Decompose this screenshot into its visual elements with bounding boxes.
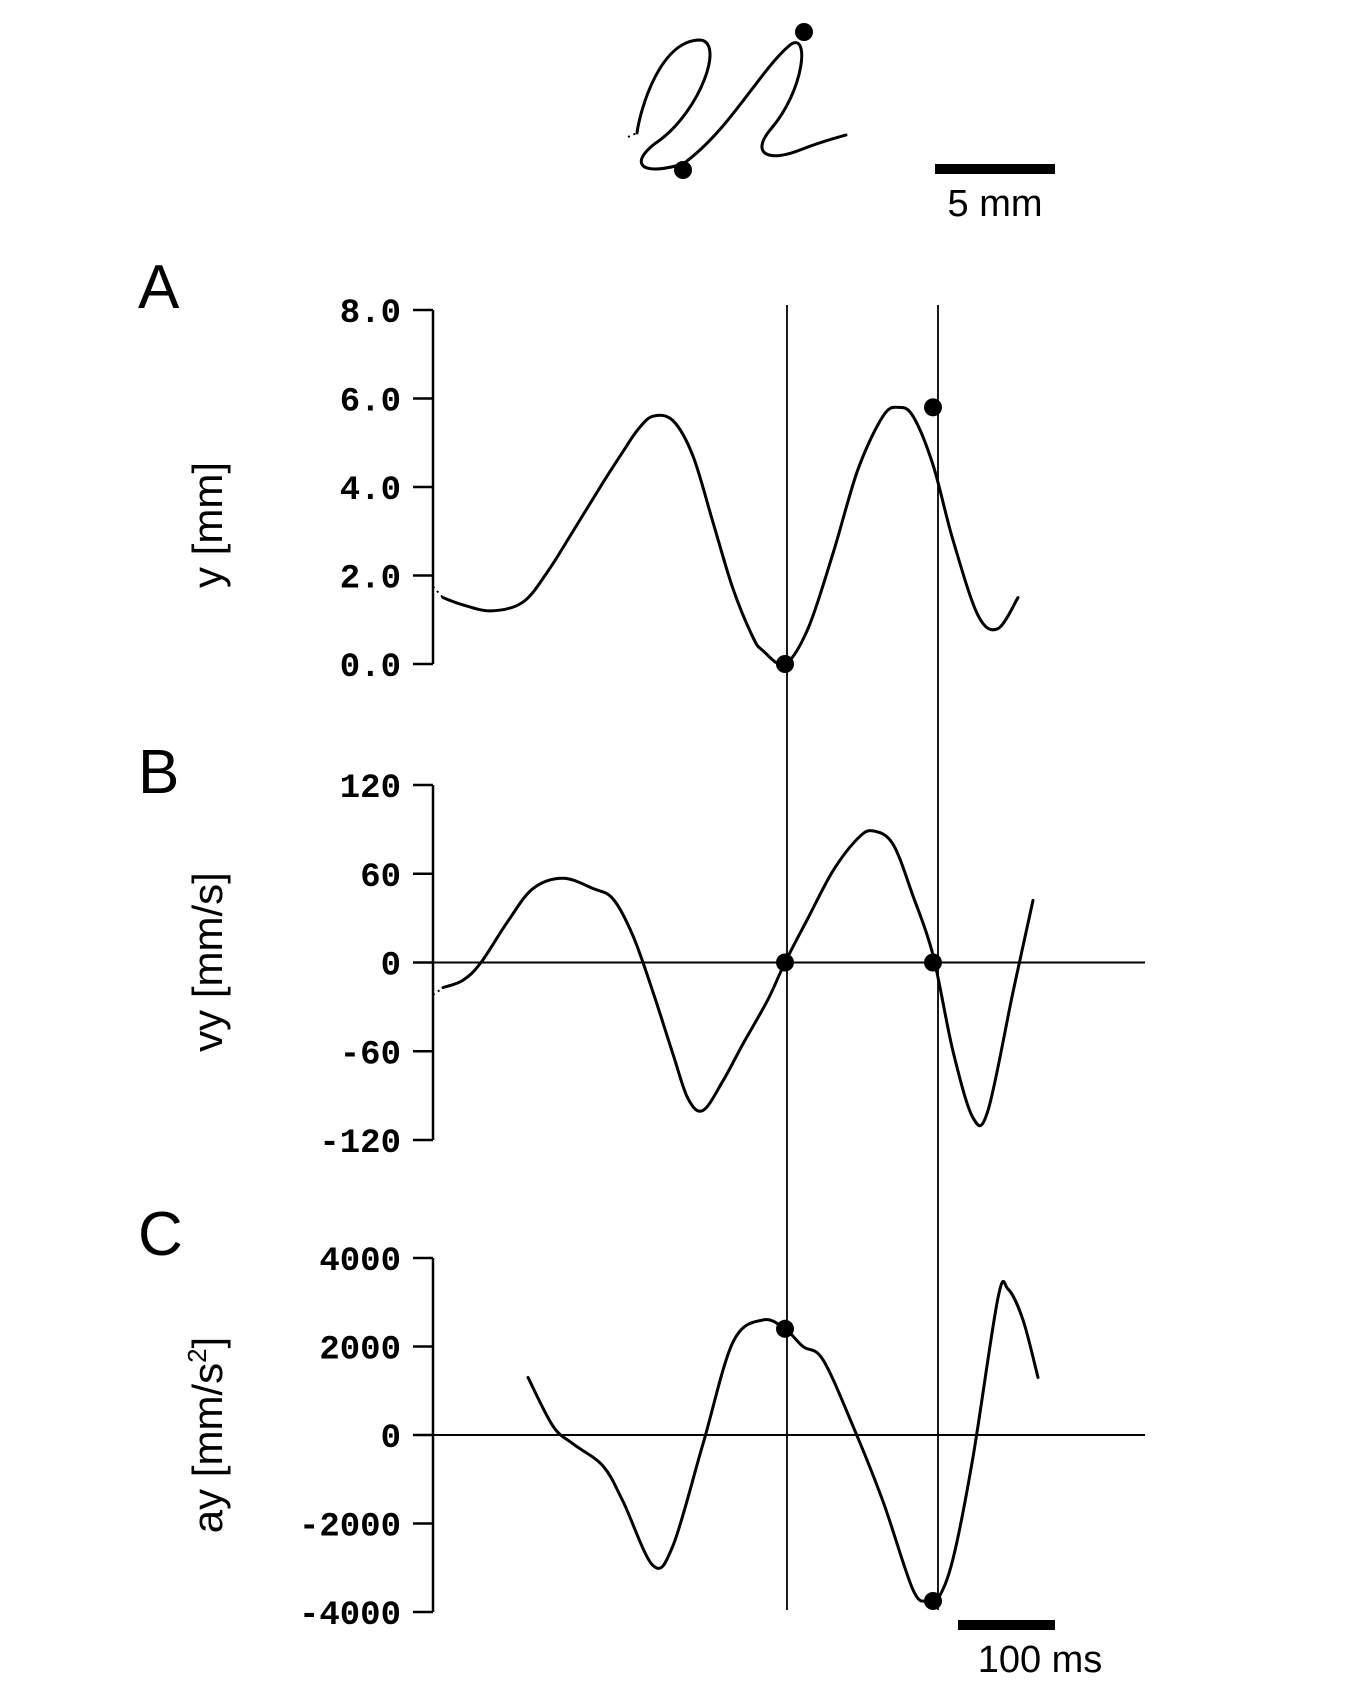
series-line	[526, 1280, 1040, 1605]
y-tick-label: 8.0	[340, 295, 401, 333]
data-point-marker	[924, 953, 942, 972]
y-axis-label: ay [mm/s2]	[182, 1337, 231, 1533]
panel-A: A 0.0 2.0 4.0 6.0 8.0 y [mm]	[138, 253, 1020, 687]
time-scale-label: 100 ms	[978, 1639, 1103, 1681]
y-tick-label: 4.0	[340, 472, 401, 510]
panel-B: B -120 -60 0 60 120 vy [mm/s]	[138, 738, 1145, 1163]
y-axis-label: y [mm]	[184, 462, 231, 588]
series-line	[441, 829, 1035, 1128]
y-tick-label: 0	[381, 948, 401, 986]
y-tick-label: 2.0	[340, 561, 401, 599]
data-point-marker	[776, 953, 794, 972]
y-tick-label: 60	[360, 859, 401, 897]
panel-letter: B	[138, 738, 179, 807]
data-point-marker	[776, 655, 794, 673]
panel-letter: A	[138, 253, 180, 322]
handwriting-trace: 5 mm	[627, 23, 1055, 225]
y-axis-label: vy [mm/s]	[184, 872, 231, 1052]
y-tick-label: -120	[319, 1125, 401, 1163]
y-tick-label: -60	[340, 1036, 401, 1074]
trace-marker-top	[795, 23, 813, 41]
data-point-marker	[776, 1319, 794, 1338]
y-tick-label: -2000	[299, 1509, 401, 1547]
series-lead-in	[432, 585, 444, 599]
y-tick-label: 120	[340, 770, 401, 808]
y-tick-label: -4000	[299, 1597, 401, 1635]
y-tick-label: 0	[381, 1420, 401, 1458]
time-scale: 100 ms	[958, 1620, 1103, 1681]
y-tick-label: 0.0	[340, 649, 401, 687]
data-point-marker	[924, 398, 942, 417]
y-tick-label: 2000	[319, 1332, 401, 1370]
series-line	[441, 405, 1020, 667]
data-point-marker	[924, 1591, 942, 1610]
handwriting-trace-lead	[627, 132, 638, 138]
y-tick-label: 4000	[319, 1243, 401, 1281]
panel-C: C -4000 -2000 0 2000 4000 ay [mm/s2]	[138, 1200, 1145, 1635]
series-lead-in	[432, 986, 444, 996]
handwriting-trace-path	[635, 38, 848, 171]
y-tick-label: 6.0	[340, 384, 401, 422]
length-scale-label: 5 mm	[948, 183, 1043, 225]
panel-letter: C	[138, 1200, 183, 1269]
trace-marker-bottom	[674, 161, 692, 179]
